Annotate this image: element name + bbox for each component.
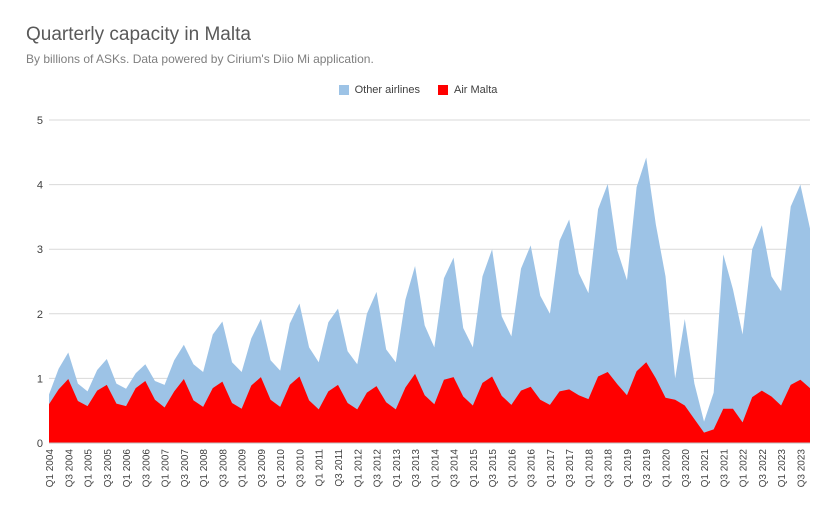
y-tick-label: 0 xyxy=(37,438,43,450)
x-tick-label: Q1 2009 xyxy=(238,449,249,488)
y-tick-label: 1 xyxy=(37,373,43,385)
legend-item-other-airlines: Other airlines xyxy=(338,84,420,96)
x-tick-label: Q3 2008 xyxy=(218,449,229,488)
chart-subtitle: By billions of ASKs. Data powered by Cir… xyxy=(26,52,374,66)
x-tick-label: Q1 2018 xyxy=(584,449,595,488)
x-tick-label: Q3 2017 xyxy=(565,449,576,488)
x-tick-label: Q1 2023 xyxy=(777,449,788,488)
x-tick-label: Q3 2023 xyxy=(796,449,807,488)
x-tick-label: Q1 2014 xyxy=(430,449,441,488)
x-tick-label: Q3 2012 xyxy=(373,449,384,488)
x-tick-label: Q1 2015 xyxy=(469,449,480,488)
x-tick-label: Q3 2018 xyxy=(604,449,615,488)
x-tick-label: Q3 2021 xyxy=(719,449,730,488)
legend-item-air-malta: Air Malta xyxy=(438,84,497,96)
y-tick-label: 3 xyxy=(37,244,43,256)
x-tick-label: Q1 2020 xyxy=(662,449,673,488)
chart-legend: Other airlines Air Malta xyxy=(0,84,836,96)
x-tick-label: Q3 2004 xyxy=(64,449,75,488)
legend-label-air-malta: Air Malta xyxy=(454,84,498,96)
x-tick-label: Q1 2019 xyxy=(623,449,634,488)
x-tick-label: Q1 2016 xyxy=(507,449,518,488)
x-tick-label: Q3 2005 xyxy=(103,449,114,488)
x-tick-label: Q1 2008 xyxy=(199,449,210,488)
x-tick-label: Q3 2022 xyxy=(758,449,769,488)
x-tick-label: Q1 2013 xyxy=(392,449,403,488)
legend-swatch-other-airlines xyxy=(338,85,349,95)
x-tick-label: Q1 2006 xyxy=(122,449,133,488)
x-tick-label: Q1 2022 xyxy=(739,449,750,488)
x-tick-label: Q3 2015 xyxy=(488,449,499,488)
legend-swatch-air-malta xyxy=(438,85,448,95)
x-tick-label: Q3 2011 xyxy=(334,449,345,487)
area-series-other-airlines xyxy=(49,157,810,443)
legend-label-other-airlines: Other airlines xyxy=(354,84,420,96)
x-tick-label: Q3 2009 xyxy=(257,449,268,488)
x-tick-label: Q3 2013 xyxy=(411,449,422,488)
x-tick-label: Q3 2019 xyxy=(642,449,653,488)
chart-title: Quarterly capacity in Malta xyxy=(26,24,251,45)
x-tick-label: Q1 2005 xyxy=(84,449,95,488)
area-series-air-malta xyxy=(49,362,810,443)
x-tick-label: Q1 2021 xyxy=(700,449,711,488)
x-tick-label: Q1 2010 xyxy=(276,449,287,488)
y-tick-label: 2 xyxy=(37,309,43,321)
x-tick-label: Q3 2014 xyxy=(450,449,461,488)
x-tick-label: Q1 2017 xyxy=(546,449,557,488)
x-tick-label: Q1 2011 xyxy=(315,449,326,487)
x-tick-label: Q3 2007 xyxy=(180,449,191,488)
x-tick-label: Q1 2004 xyxy=(45,449,56,488)
x-tick-label: Q3 2020 xyxy=(681,449,692,488)
x-tick-label: Q1 2012 xyxy=(353,449,364,488)
y-tick-label: 5 xyxy=(37,115,43,127)
y-tick-label: 4 xyxy=(37,180,43,192)
x-tick-label: Q3 2010 xyxy=(295,449,306,488)
x-tick-label: Q3 2016 xyxy=(527,449,538,488)
x-tick-label: Q3 2006 xyxy=(141,449,152,488)
x-tick-label: Q1 2007 xyxy=(161,449,172,488)
